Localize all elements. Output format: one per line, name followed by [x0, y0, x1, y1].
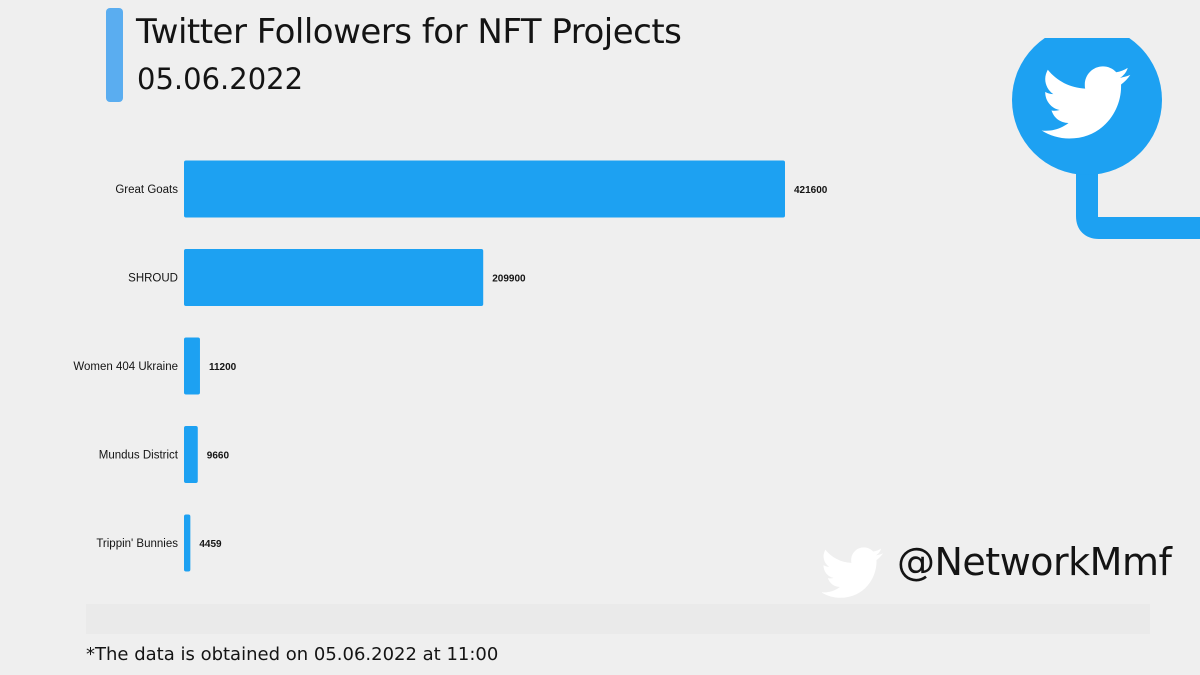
bar-3 — [184, 426, 198, 483]
value-label-1: 209900 — [492, 274, 526, 285]
title-accent-bar — [106, 8, 123, 102]
category-label-0: Great Goats — [115, 184, 178, 196]
footer-band — [86, 604, 1150, 634]
value-label-2: 11200 — [209, 362, 237, 373]
twitter-badge — [1012, 38, 1200, 239]
twitter-bird-icon — [822, 547, 883, 598]
badge-connector — [1076, 168, 1200, 239]
category-label-4: Trippin' Bunnies — [96, 538, 178, 550]
chart-title: Twitter Followers for NFT Projects — [136, 12, 682, 52]
category-label-1: SHROUD — [128, 273, 178, 285]
category-label-2: Women 404 Ukraine — [73, 361, 178, 373]
value-label-4: 4459 — [199, 539, 222, 550]
category-label-3: Mundus District — [99, 450, 179, 462]
bar-2 — [184, 337, 200, 395]
twitter-handle: @NetworkMmf — [897, 540, 1172, 584]
twitter-bird-icon — [1041, 66, 1131, 139]
data-footnote: *The data is obtained on 05.06.2022 at 1… — [86, 644, 499, 665]
bar-1 — [184, 249, 484, 306]
bar-0 — [184, 160, 785, 218]
chart-subtitle: 05.06.2022 — [137, 62, 304, 96]
value-label-3: 9660 — [207, 451, 230, 462]
value-label-0: 421600 — [794, 185, 828, 196]
bar-4 — [184, 514, 191, 572]
